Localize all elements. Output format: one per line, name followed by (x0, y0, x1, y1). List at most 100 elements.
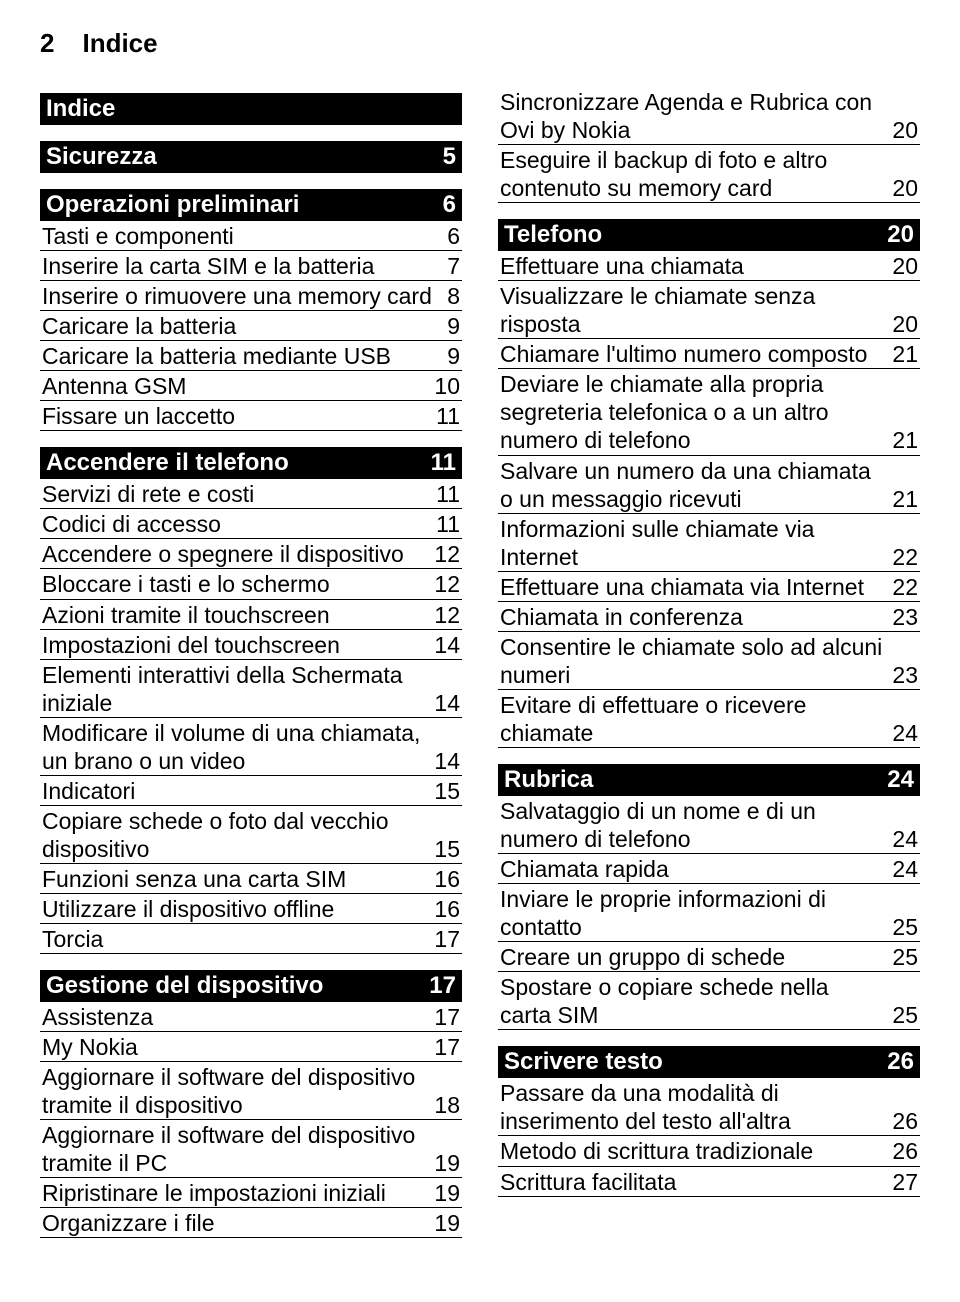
toc-item: Caricare la batteria mediante USB9 (40, 341, 462, 371)
toc-item-label: Tasti e componenti (42, 222, 447, 250)
toc-item-label: Spostare o copiare schede nella carta SI… (500, 973, 892, 1029)
toc-section-header: Scrivere testo26 (498, 1046, 920, 1078)
toc-item-page: 24 (892, 719, 918, 747)
toc-item-page: 7 (447, 252, 460, 280)
toc-item: Antenna GSM10 (40, 371, 462, 401)
toc-item: Utilizzare il dispositivo offline16 (40, 894, 462, 924)
page-header: 2 Indice (40, 28, 920, 59)
toc-item-label: Informazioni sulle chiamate via Internet (500, 515, 892, 571)
toc-item-page: 9 (447, 312, 460, 340)
toc-item-label: Effettuare una chiamata (500, 252, 892, 280)
toc-item-label: Creare un gruppo di schede (500, 943, 892, 971)
toc-item-page: 26 (892, 1137, 918, 1165)
toc-item-page: 22 (892, 573, 918, 601)
toc-item-label: Salvare un numero da una chiamata o un m… (500, 457, 892, 513)
toc-section-header: Gestione del dispositivo17 (40, 970, 462, 1002)
toc-section-label: Gestione del dispositivo (46, 972, 323, 1000)
toc-item-page: 19 (434, 1209, 460, 1237)
toc-item-label: Accendere o spegnere il dispositivo (42, 540, 434, 568)
toc-item-page: 6 (447, 222, 460, 250)
toc-item-label: Aggiornare il software del dispositivo t… (42, 1121, 434, 1177)
toc-item-label: Indicatori (42, 777, 434, 805)
toc-spacer (40, 431, 462, 441)
toc-item: Effettuare una chiamata20 (498, 251, 920, 281)
toc-item-label: Ripristinare le impostazioni iniziali (42, 1179, 434, 1207)
toc-section-label: Rubrica (504, 766, 593, 794)
toc-item: Organizzare i file19 (40, 1208, 462, 1238)
toc-section-header: Sicurezza5 (40, 141, 462, 173)
toc-section-page: 5 (443, 143, 456, 171)
toc-item-page: 17 (434, 925, 460, 953)
toc-item: Chiamata rapida24 (498, 854, 920, 884)
toc-item-page: 19 (434, 1149, 460, 1177)
toc-item-page: 12 (434, 570, 460, 598)
toc-item-page: 18 (434, 1091, 460, 1119)
toc-item: Metodo di scrittura tradizionale26 (498, 1136, 920, 1166)
toc-spacer (498, 748, 920, 758)
toc-item-page: 20 (892, 310, 918, 338)
toc-item-page: 25 (892, 913, 918, 941)
toc-item: Assistenza17 (40, 1002, 462, 1032)
toc-item-page: 11 (436, 402, 460, 430)
toc-column-right: Sincronizzare Agenda e Rubrica con Ovi b… (498, 87, 920, 1238)
toc-item-page: 11 (436, 510, 460, 538)
toc-item-page: 27 (892, 1168, 918, 1196)
toc-item-page: 23 (892, 661, 918, 689)
toc-item: Informazioni sulle chiamate via Internet… (498, 514, 920, 572)
toc-item: Eseguire il backup di foto e altro conte… (498, 145, 920, 203)
toc-item-label: Aggiornare il software del dispositivo t… (42, 1063, 434, 1119)
page-number: 2 (40, 28, 54, 59)
toc-item-page: 8 (447, 282, 460, 310)
toc-item: Deviare le chiamate alla propria segrete… (498, 369, 920, 455)
toc-item: Aggiornare il software del dispositivo t… (40, 1062, 462, 1120)
toc-item-page: 21 (892, 426, 918, 454)
toc-columns: IndiceSicurezza5Operazioni preliminari6T… (40, 87, 920, 1238)
toc-item: Torcia17 (40, 924, 462, 954)
toc-item-label: Caricare la batteria (42, 312, 447, 340)
toc-item: Effettuare una chiamata via Internet22 (498, 572, 920, 602)
toc-item-page: 15 (434, 777, 460, 805)
toc-item-label: Copiare schede o foto dal vecchio dispos… (42, 807, 434, 863)
toc-item-label: Caricare la batteria mediante USB (42, 342, 447, 370)
toc-section-page: 20 (887, 221, 914, 249)
toc-item: Evitare di effettuare o ricevere chiamat… (498, 690, 920, 748)
toc-section-header: Rubrica 24 (498, 764, 920, 796)
toc-item-page: 10 (434, 372, 460, 400)
toc-item-label: Funzioni senza una carta SIM (42, 865, 434, 893)
toc-item: Inserire la carta SIM e la batteria7 (40, 251, 462, 281)
toc-item: Indicatori15 (40, 776, 462, 806)
toc-item-label: Inserire la carta SIM e la batteria (42, 252, 447, 280)
toc-item-page: 25 (892, 1001, 918, 1029)
toc-item-label: Antenna GSM (42, 372, 434, 400)
toc-item-label: Fissare un laccetto (42, 402, 436, 430)
toc-section-page: 26 (887, 1048, 914, 1076)
toc-item-page: 21 (892, 485, 918, 513)
toc-item: Consentire le chiamate solo ad alcuni nu… (498, 632, 920, 690)
toc-item-page: 9 (447, 342, 460, 370)
toc-section-page: 24 (887, 766, 914, 794)
toc-item-label: Consentire le chiamate solo ad alcuni nu… (500, 633, 892, 689)
toc-item-label: Elementi interattivi della Schermata ini… (42, 661, 434, 717)
toc-item: Salvare un numero da una chiamata o un m… (498, 456, 920, 514)
toc-item: Codici di accesso11 (40, 509, 462, 539)
toc-item: Ripristinare le impostazioni iniziali19 (40, 1178, 462, 1208)
toc-spacer (40, 125, 462, 135)
toc-item: Bloccare i tasti e lo schermo12 (40, 569, 462, 599)
toc-item: Elementi interattivi della Schermata ini… (40, 660, 462, 718)
toc-item: Funzioni senza una carta SIM16 (40, 864, 462, 894)
toc-item-label: Effettuare una chiamata via Internet (500, 573, 892, 601)
toc-item-page: 24 (892, 825, 918, 853)
toc-item-label: Azioni tramite il touchscreen (42, 601, 434, 629)
toc-section-page: 6 (443, 191, 456, 219)
toc-item-label: Impostazioni del touchscreen (42, 631, 434, 659)
toc-item-label: Scrittura facilitata (500, 1168, 892, 1196)
toc-section-label: Accendere il telefono (46, 449, 289, 477)
toc-item-page: 15 (434, 835, 460, 863)
toc-item-label: Bloccare i tasti e lo schermo (42, 570, 434, 598)
toc-item-label: Torcia (42, 925, 434, 953)
toc-item-page: 20 (892, 116, 918, 144)
toc-item-label: Organizzare i file (42, 1209, 434, 1237)
toc-section-header: Telefono20 (498, 219, 920, 251)
toc-spacer (40, 173, 462, 183)
toc-item-label: Chiamata rapida (500, 855, 892, 883)
